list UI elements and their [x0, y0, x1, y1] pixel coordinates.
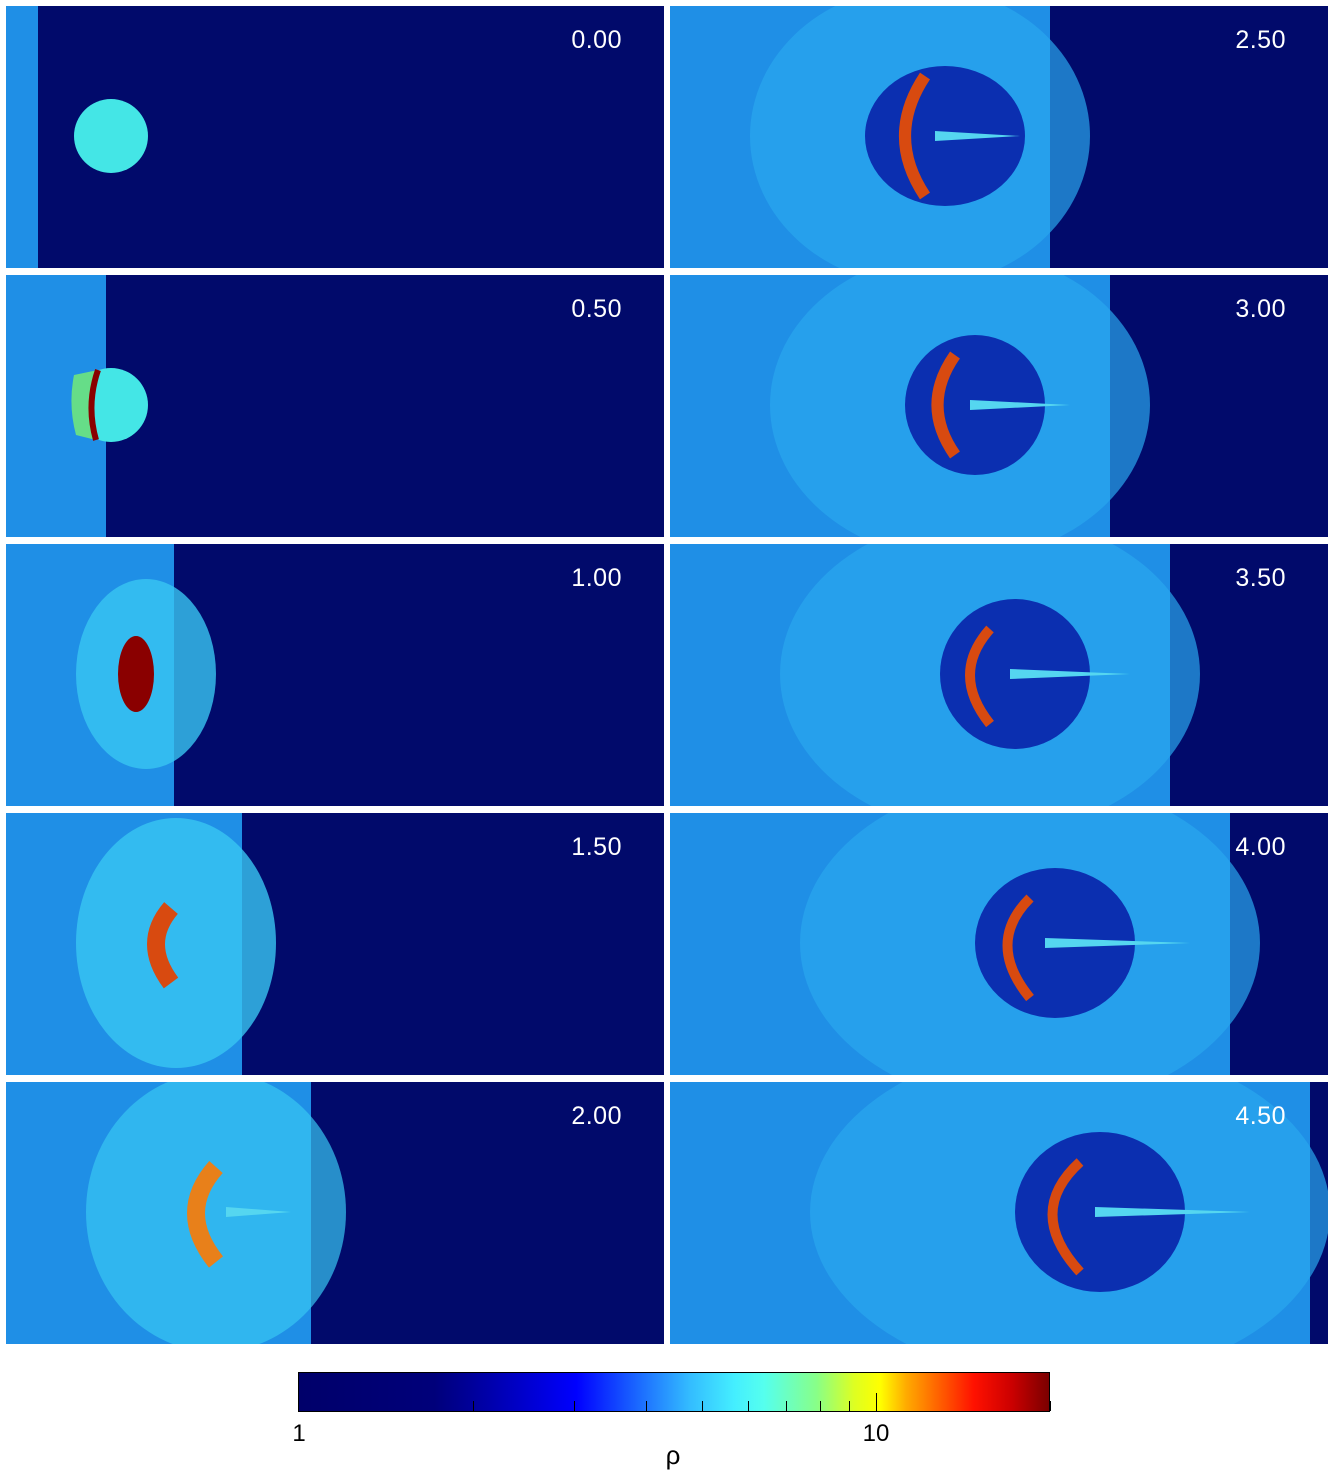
dense-core [1002, 894, 1034, 1002]
tail [970, 400, 1070, 410]
snapshot-panel-t050: 0.50 [6, 275, 664, 537]
time-label: 2.00 [571, 1102, 622, 1130]
time-label: 2.50 [1235, 26, 1286, 54]
time-label: 0.00 [571, 26, 622, 54]
colorbar-gradient [298, 1372, 1051, 1412]
time-label: 3.50 [1235, 564, 1286, 592]
snapshot-panel-t200: 2.00 [6, 1082, 664, 1344]
time-label: 0.50 [571, 295, 622, 323]
colorbar-tick [702, 1401, 703, 1411]
snapshot-panel-t450: 4.50 [670, 1082, 1328, 1344]
density-map [670, 6, 1090, 268]
colorbar-min-label: 1 [292, 1420, 306, 1447]
tail [226, 1207, 291, 1217]
snapshot-panel-t0: 0.00 [6, 6, 664, 268]
density-map [6, 6, 148, 268]
density-map [6, 275, 148, 537]
density-map [670, 275, 1150, 537]
colorbar-tick [646, 1401, 647, 1411]
density-map [670, 544, 1200, 806]
density-map [670, 813, 1260, 1075]
shock-front-region [6, 6, 38, 268]
colorbar-tick [820, 1401, 821, 1411]
time-label: 1.50 [571, 833, 622, 861]
dense-core [931, 351, 960, 459]
dense-core [187, 1161, 224, 1268]
cloud [74, 99, 148, 173]
colorbar-tick [473, 1401, 474, 1411]
colorbar-tick [876, 1393, 877, 1411]
colorbar-quantity-label: ρ [665, 1440, 681, 1470]
density-map [6, 813, 276, 1075]
dense-core [899, 72, 931, 200]
colorbar-tick [748, 1401, 749, 1411]
colorbar-mid-label: 10 [862, 1420, 890, 1447]
reflected-shock [76, 818, 276, 1068]
density-map [670, 1082, 1328, 1344]
dense-core [965, 625, 994, 728]
density-map [6, 1082, 346, 1344]
snapshot-panel-t150: 1.50 [6, 813, 664, 1075]
simulation-panel-grid: 0.00 2.50 0.50 3.00 [6, 6, 1328, 1346]
density-map [6, 544, 216, 806]
tail [1010, 669, 1130, 679]
dense-core [88, 369, 101, 441]
time-label: 4.50 [1235, 1102, 1286, 1130]
snapshot-panel-t100: 1.00 [6, 544, 664, 806]
colorbar-tick [1050, 1401, 1051, 1411]
tail [1045, 938, 1190, 948]
tail [935, 131, 1020, 141]
tail [1095, 1207, 1250, 1217]
dense-core [1047, 1158, 1084, 1276]
snapshot-panel-t400: 4.00 [670, 813, 1328, 1075]
dense-core [118, 636, 154, 712]
colorbar-tick [786, 1401, 787, 1411]
time-label: 3.00 [1235, 295, 1286, 323]
colorbar: 1 10 ρ [292, 1372, 1051, 1472]
snapshot-panel-t350: 3.50 [670, 544, 1328, 806]
colorbar-tick [574, 1401, 575, 1411]
colorbar-tick [849, 1401, 850, 1411]
time-label: 1.00 [571, 564, 622, 592]
snapshot-panel-t250: 2.50 [670, 6, 1328, 268]
snapshot-panel-t300: 3.00 [670, 275, 1328, 537]
time-label: 4.00 [1235, 833, 1286, 861]
reflected-shock [86, 1082, 346, 1344]
dense-core [147, 902, 179, 989]
